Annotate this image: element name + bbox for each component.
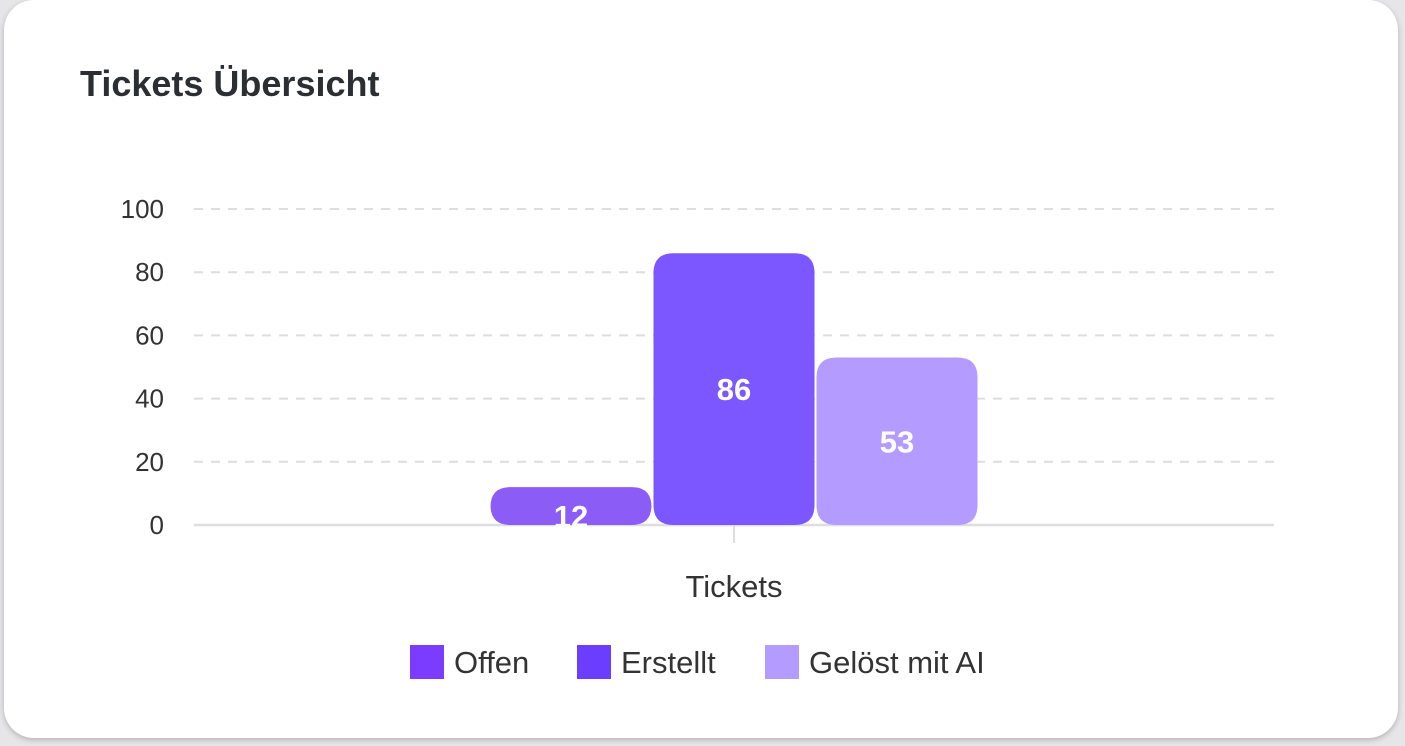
bar-offen[interactable] bbox=[490, 487, 652, 525]
y-tick-label-60: 60 bbox=[135, 320, 164, 350]
legend-swatch-erstellt bbox=[577, 645, 611, 679]
legend-swatch-offen bbox=[410, 645, 444, 679]
y-tick-label-100: 100 bbox=[121, 194, 164, 224]
legend-label-erstellt: Erstellt bbox=[621, 645, 716, 680]
chart-card: Tickets Übersicht 0 20 40 60 80 100 12 86 53 Tick… bbox=[4, 0, 1398, 738]
x-category-label: Tickets bbox=[685, 569, 782, 604]
y-tick-label-20: 20 bbox=[135, 447, 164, 477]
card-title: Tickets Übersicht bbox=[80, 63, 380, 104]
legend-label-offen: Offen bbox=[454, 645, 529, 680]
y-tick-label-0: 0 bbox=[150, 510, 164, 540]
bar-value-label-erstellt: 86 bbox=[717, 372, 751, 407]
bar-gel-st-mit-ai[interactable] bbox=[816, 357, 978, 525]
legend-swatch-gel-st-mit-ai bbox=[765, 645, 799, 679]
legend-item-erstellt[interactable]: Erstellt bbox=[577, 645, 716, 680]
bar-value-label-offen: 12 bbox=[554, 499, 588, 534]
bar-erstellt[interactable] bbox=[653, 253, 815, 526]
bar-value-label-gel-st-mit-ai: 53 bbox=[880, 424, 914, 459]
y-tick-label-40: 40 bbox=[135, 384, 164, 414]
y-tick-label-80: 80 bbox=[135, 257, 164, 287]
legend-item-gel-st-mit-ai[interactable]: Gelöst mit AI bbox=[765, 645, 985, 680]
bar-chart: 0 20 40 60 80 100 12 86 53 Tickets Offen Erstellt Ge… bbox=[121, 194, 1274, 680]
legend-item-offen[interactable]: Offen bbox=[410, 645, 529, 680]
legend-label-gel-st-mit-ai: Gelöst mit AI bbox=[809, 645, 985, 680]
